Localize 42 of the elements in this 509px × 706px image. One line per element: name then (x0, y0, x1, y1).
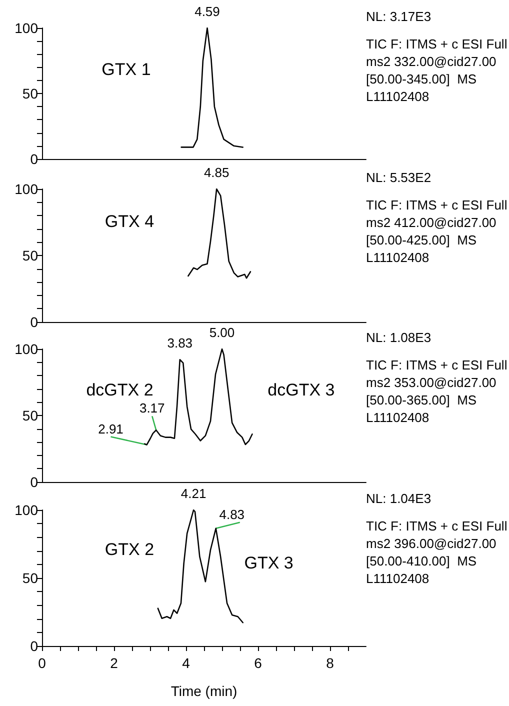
text: NL: 5.53E2 (366, 170, 432, 185)
line-series (188, 188, 252, 279)
text: TIC F: ITMS + c ESI Full ms2 412.00@cid27.00 [50.00-425.00] MS L11102408 (366, 197, 508, 265)
x-tick-label: 8 (326, 655, 334, 671)
y-tick-label: 50 (22, 570, 38, 586)
annotation: 5.00 (209, 325, 235, 340)
annotation: 4.85 (204, 165, 230, 180)
x-axis-title: Time (min) (170, 683, 238, 699)
text: NL: 1.04E3 (366, 491, 432, 506)
y-tick-label: 100 (14, 341, 38, 357)
annotation: 3.17 (139, 400, 165, 416)
y-tick-label: 100 (14, 181, 38, 197)
y-tick-label: 50 (22, 248, 38, 264)
annotation: GTX 4 (104, 212, 154, 232)
text: NL: 3.17E3 (366, 9, 432, 24)
text: TIC F: ITMS + c ESI Full ms2 396.00@cid27.00 [50.00-410.00] MS L11102408 (366, 518, 508, 586)
annotation: GTX 2 (104, 540, 154, 559)
x-tick-label: 6 (254, 655, 262, 671)
annotation: 3.83 (167, 336, 193, 351)
x-tick-label: 4 (182, 655, 190, 671)
y-tick-label: 0 (30, 314, 38, 330)
line-series (157, 509, 244, 624)
annotation: dcGTX 2 (86, 380, 154, 400)
x-tick-label: 2 (110, 655, 118, 671)
y-tick-label: 50 (22, 408, 38, 424)
y-tick-label: 100 (14, 20, 38, 36)
annotation: GTX 3 (244, 554, 294, 573)
text: TIC F: ITMS + c ESI Full ms2 353.00@cid27.00 [50.00-365.00] MS L11102408 (366, 357, 508, 425)
annotation: 2.91 (98, 421, 124, 436)
line-series (180, 27, 244, 148)
annotation: 4.21 (180, 486, 206, 501)
text: NL: 1.08E3 (366, 330, 432, 345)
annotation: 4.59 (194, 4, 220, 19)
y-tick-label: 0 (30, 474, 38, 490)
y-tick-label: 100 (14, 502, 38, 518)
annotation: 4.83 (219, 506, 245, 522)
annotation: dcGTX 3 (268, 380, 335, 400)
annotation: GTX 1 (102, 60, 151, 80)
y-tick-label: 0 (30, 151, 38, 167)
y-tick-label: 0 (30, 638, 38, 654)
y-tick-label: 50 (22, 86, 38, 102)
text: TIC F: ITMS + c ESI Full ms2 332.00@cid27.00 [50.00-345.00] MS L11102408 (366, 36, 508, 104)
